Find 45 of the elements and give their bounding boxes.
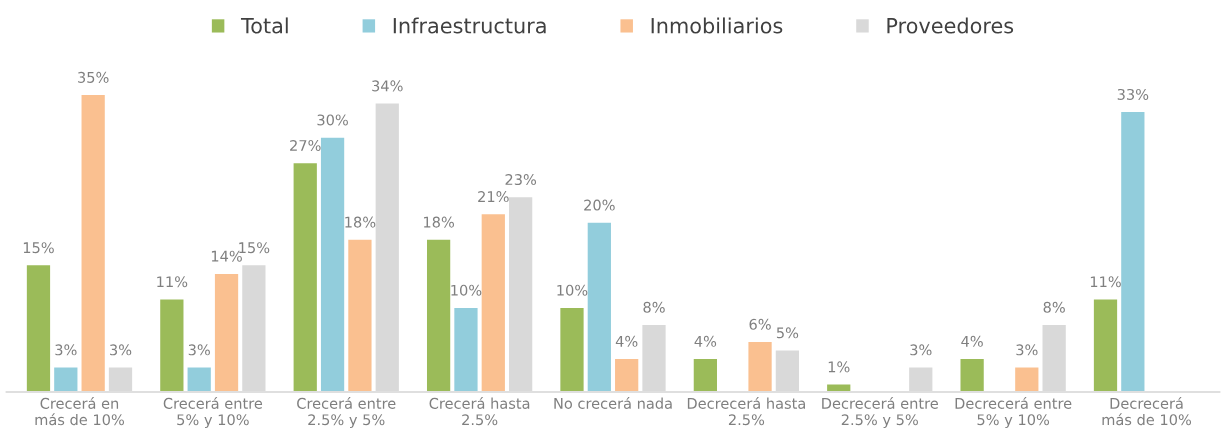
legend-label: Total — [240, 17, 288, 34]
x-tick-label: Crecerá hasta 2.5% — [429, 397, 530, 426]
data-label: 10% — [451, 284, 482, 296]
legend-label: Proveedores — [887, 17, 1014, 34]
data-label: 11% — [157, 276, 188, 288]
data-label: 4% — [961, 335, 983, 347]
legend-label: Infraestructura — [393, 17, 546, 34]
data-label: 3% — [910, 344, 932, 356]
data-label: 4% — [694, 335, 717, 347]
x-tick-label: Crecerá entre 5% y 10% — [163, 397, 263, 429]
bar — [958, 356, 986, 393]
bar — [907, 365, 935, 393]
data-label: 34% — [372, 80, 403, 92]
x-tick-label: Decrecerá más de 10% — [1102, 397, 1192, 426]
data-label: 4% — [615, 335, 638, 347]
legend-label: Inmobiliarios — [651, 17, 783, 34]
data-label: 11% — [1090, 276, 1121, 288]
x-tick-label: Decrecerá entre 2.5% y 5% — [822, 397, 938, 429]
data-label: 3% — [1016, 344, 1038, 356]
data-label: 35% — [78, 71, 109, 83]
x-tick-label: Decrecerá hasta 2.5% — [687, 397, 805, 426]
x-tick-label: Crecerá en más de 10% — [35, 397, 125, 426]
x-tick-label: Decrecerá entre 5% y 10% — [955, 397, 1072, 429]
data-label: 30% — [317, 114, 348, 126]
data-label: 18% — [345, 216, 376, 228]
data-label: 23% — [505, 174, 537, 186]
data-label: 6% — [749, 318, 771, 330]
data-label: 27% — [290, 139, 321, 151]
data-label: 3% — [55, 344, 77, 356]
data-label: 15% — [23, 242, 54, 254]
data-label: 1% — [828, 361, 850, 373]
bar — [825, 382, 853, 393]
data-label: 8% — [643, 301, 665, 313]
data-label: 21% — [478, 191, 509, 203]
data-label: 33% — [1117, 88, 1149, 100]
data-label: 3% — [110, 344, 132, 356]
x-tick-label: Crecerá entre 2.5% y 5% — [297, 397, 396, 429]
bar — [691, 356, 720, 393]
data-label: 20% — [584, 199, 615, 211]
data-label: 3% — [188, 344, 210, 356]
data-label: 18% — [424, 216, 455, 228]
data-label: 5% — [776, 327, 799, 339]
x-tick-label: No crecerá nada — [554, 397, 672, 409]
data-label: 8% — [1043, 301, 1065, 313]
data-label: 10% — [557, 284, 588, 296]
